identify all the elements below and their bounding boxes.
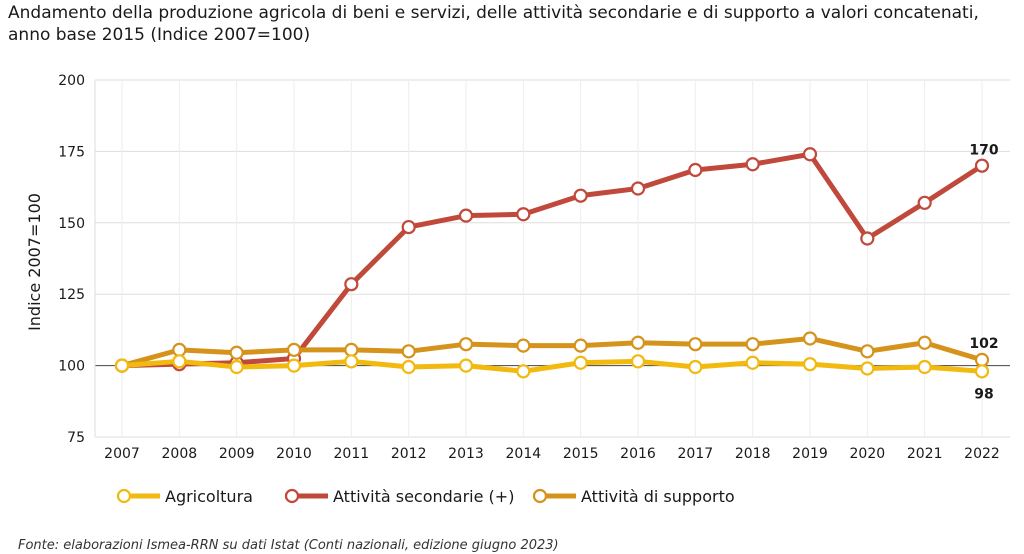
data-point (974, 364, 990, 379)
x-axis-ticks: 2007 2008 2009 2010 2011 2012 2013 2014 2015 2016… (104, 446, 1000, 462)
data-point (458, 358, 474, 373)
x-tick-label: 2018 (735, 446, 771, 462)
legend-label: Attività di supporto (581, 487, 735, 506)
end-value-label: 170 (969, 143, 998, 159)
x-tick-label: 2013 (448, 446, 484, 462)
series-line (119, 151, 985, 369)
end-value-label: 102 (969, 336, 998, 352)
data-point (458, 337, 474, 352)
y-tick-label: 175 (58, 144, 85, 160)
legend-marker (284, 488, 300, 504)
data-point (516, 338, 531, 353)
grid (94, 79, 1010, 438)
x-tick-label: 2022 (964, 446, 1000, 462)
data-point (688, 359, 703, 375)
data-point (401, 219, 416, 235)
legend-marker (532, 488, 548, 504)
source-note: Fonte: elaborazioni Ismea-RRN su dati Is… (18, 538, 559, 553)
data-point (802, 331, 818, 346)
data-point (172, 342, 187, 357)
data-point (860, 231, 875, 246)
data-point (688, 337, 703, 352)
x-tick-label: 2021 (907, 446, 943, 462)
data-point (573, 188, 588, 203)
data-point (573, 338, 588, 353)
series-line (119, 358, 985, 374)
data-point (802, 147, 818, 162)
legend-label: Attività secondarie (+) (333, 487, 514, 506)
x-tick-label: 2012 (391, 446, 427, 462)
data-point (630, 181, 646, 196)
y-axis-label: Indice 2007=100 (25, 193, 44, 331)
y-tick-label: 100 (58, 359, 85, 375)
data-point (802, 357, 818, 372)
x-tick-label: 2020 (850, 446, 886, 462)
data-point (745, 337, 760, 352)
data-point (917, 335, 932, 350)
data-point (172, 354, 187, 369)
data-point (344, 277, 359, 292)
data-point (974, 352, 990, 367)
data-point (573, 355, 588, 370)
data-point (974, 158, 990, 173)
series-agricoltura (114, 354, 990, 379)
data-point (458, 208, 474, 223)
chart-title-line-2: anno base 2015 (Indice 2007=100) (8, 25, 311, 45)
series-line (119, 335, 985, 369)
data-point (745, 157, 760, 172)
data-point (917, 359, 932, 375)
data-point (401, 359, 416, 375)
x-tick-label: 2017 (678, 446, 714, 462)
y-tick-label: 200 (58, 73, 85, 89)
y-tick-label: 125 (58, 287, 85, 303)
legend: Agricoltura Attività secondarie (+) Attivi… (116, 487, 735, 506)
x-tick-label: 2010 (276, 446, 312, 462)
data-point (516, 207, 531, 222)
x-tick-label: 2019 (792, 446, 828, 462)
chart-title-line-1: Andamento della produzione agricola di b… (8, 3, 979, 23)
data-point (917, 195, 932, 210)
x-tick-label: 2016 (620, 446, 656, 462)
x-tick-label: 2014 (506, 446, 542, 462)
data-point (860, 361, 875, 376)
end-value-label: 98 (974, 386, 993, 402)
y-tick-label: 150 (58, 216, 85, 232)
data-point (286, 342, 302, 357)
x-tick-label: 2011 (334, 446, 370, 462)
chart-title: Andamento della produzione agricola di b… (8, 2, 1018, 46)
data-point (344, 354, 359, 369)
x-tick-label: 2008 (162, 446, 198, 462)
data-point (229, 345, 244, 360)
data-point (286, 358, 302, 373)
data-point (630, 335, 646, 350)
x-tick-label: 2015 (563, 446, 599, 462)
series-lines (114, 147, 990, 379)
legend-marker (116, 488, 132, 504)
legend-item: Agricoltura (116, 487, 253, 506)
legend-item: Attività secondarie (+) (284, 487, 514, 506)
x-tick-label: 2009 (219, 446, 255, 462)
series-attivit-secondarie- (114, 147, 990, 373)
data-labels: 98 170 102 (969, 143, 998, 403)
data-point (229, 359, 244, 375)
data-point (114, 358, 130, 373)
data-point (688, 162, 703, 178)
data-point (745, 355, 760, 370)
legend-label: Agricoltura (165, 487, 253, 506)
x-tick-label: 2007 (104, 446, 140, 462)
data-point (516, 364, 531, 379)
data-point (401, 344, 416, 359)
y-axis-ticks: 75 100 125 150 175 200 (58, 73, 85, 446)
data-point (860, 344, 875, 359)
y-tick-label: 75 (67, 430, 85, 446)
data-point (344, 342, 359, 357)
data-point (630, 354, 646, 369)
legend-item: Attività di supporto (532, 487, 735, 506)
